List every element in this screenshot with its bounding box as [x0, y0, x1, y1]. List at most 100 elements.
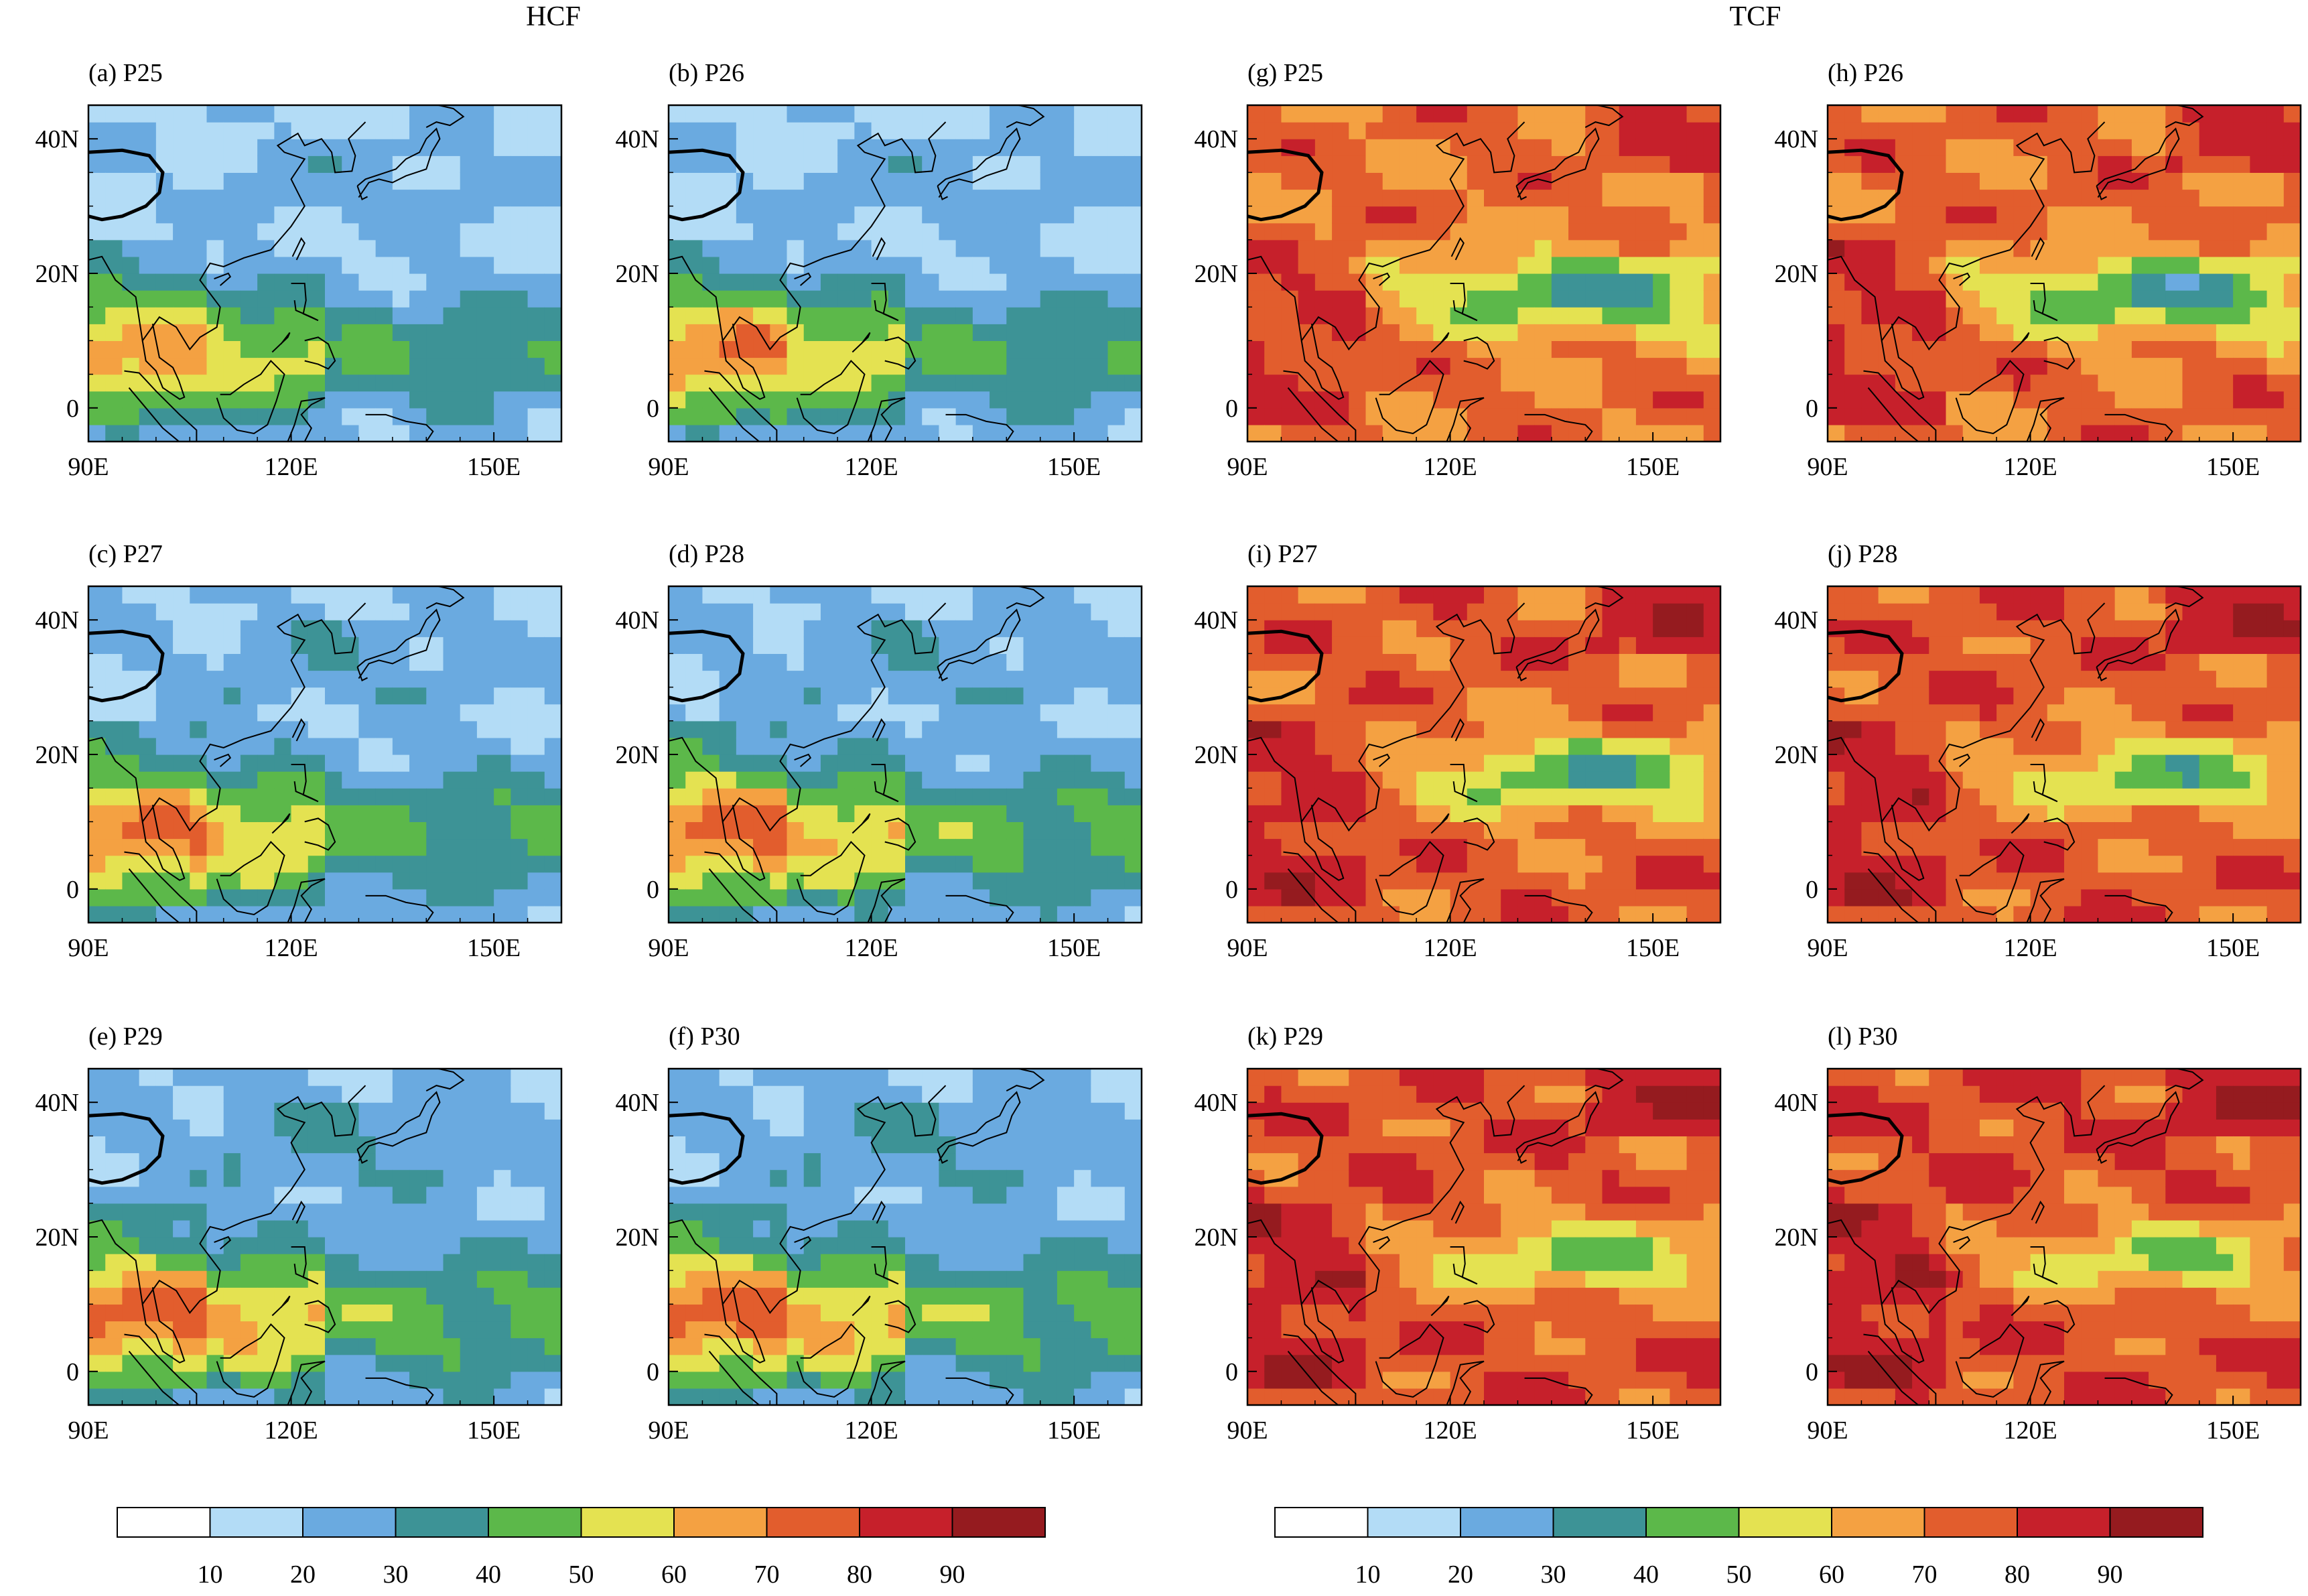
field-cell [308, 1152, 326, 1171]
field-cell [685, 670, 703, 688]
field-cell [1124, 340, 1142, 358]
field-cell [1912, 105, 1929, 123]
field-cell [1107, 1136, 1126, 1154]
field-cell [460, 324, 478, 341]
field-cell [888, 256, 906, 274]
field-cell [1074, 1152, 1091, 1171]
field-cell [1568, 374, 1586, 392]
field-cell [854, 1254, 872, 1271]
field-cell [1074, 586, 1091, 604]
field-cell [494, 737, 511, 755]
field-cell [1314, 206, 1333, 224]
field-cell [1247, 771, 1265, 789]
field-cell [476, 1287, 494, 1305]
field-cell [990, 1219, 1007, 1238]
field-cell [1686, 307, 1704, 324]
field-cell [1298, 307, 1316, 324]
field-cell [443, 670, 461, 688]
field-cell [105, 172, 123, 190]
field-cell [1635, 206, 1653, 224]
field-cell [1568, 256, 1586, 274]
field-cell [392, 1321, 410, 1339]
coastline [871, 1246, 899, 1285]
field-cell [1619, 239, 1637, 257]
field-cell [2182, 172, 2200, 190]
field-cell [190, 290, 208, 308]
field-cell [426, 1254, 444, 1271]
x-tick-label: 90E [1807, 453, 1848, 481]
field-cell [939, 357, 957, 375]
field-cell [223, 603, 241, 620]
field-cell [1467, 189, 1485, 207]
field-cell [669, 855, 686, 873]
field-cell [122, 172, 140, 190]
field-cell [854, 1085, 872, 1103]
field-cell [426, 805, 444, 822]
field-cell [325, 805, 342, 822]
field-cell [1091, 122, 1109, 139]
x-tick-label: 90E [68, 453, 109, 481]
field-cell [1057, 653, 1075, 671]
field-cell [787, 1136, 805, 1154]
field-cell [905, 273, 923, 291]
field-cell [544, 1237, 561, 1254]
field-cell [972, 872, 990, 890]
field-cell [325, 653, 342, 671]
field-cell [1040, 189, 1058, 207]
field-cell [527, 324, 545, 341]
field-cell [1074, 821, 1091, 840]
field-cell [240, 1136, 258, 1154]
field-cell [409, 206, 427, 224]
field-cell [1107, 1186, 1126, 1204]
field-cell [1264, 374, 1282, 392]
field-cell [190, 838, 208, 856]
field-cell [1057, 905, 1075, 923]
field-cell [1929, 357, 1947, 375]
coastline [124, 1333, 198, 1405]
field-cell [905, 1069, 923, 1086]
field-cell [905, 754, 923, 772]
field-cell [1107, 256, 1126, 274]
field-cell [922, 821, 940, 840]
field-cell [2047, 172, 2065, 190]
field-cell [257, 1304, 275, 1322]
field-cell [1107, 653, 1126, 671]
field-cell [753, 391, 770, 409]
field-cell [1298, 637, 1316, 654]
field-cell [719, 1085, 737, 1103]
field-cell [1534, 256, 1552, 274]
field-cell [527, 888, 545, 907]
coastline [1881, 324, 1925, 400]
field-cell [820, 637, 838, 654]
field-cell [257, 1388, 275, 1405]
field-cell [527, 391, 545, 409]
field-cell [544, 155, 561, 173]
field-cell [139, 1270, 157, 1288]
field-cell [88, 155, 106, 173]
field-cell [905, 122, 923, 139]
field-cell [1365, 105, 1383, 123]
field-cell [955, 206, 973, 224]
field-cell [854, 273, 872, 291]
field-cell [719, 1254, 737, 1271]
field-cell [1057, 788, 1075, 805]
field-cell [1912, 206, 1929, 224]
field-cell [803, 139, 821, 156]
field-cell [2283, 155, 2301, 173]
field-cell [2182, 374, 2200, 392]
field-cell [1568, 324, 1586, 341]
field-cell [854, 821, 872, 840]
field-cell [753, 206, 770, 224]
field-cell [308, 155, 326, 173]
field-cell [2081, 206, 2099, 224]
field-cell [511, 1270, 529, 1288]
field-cell [1124, 586, 1142, 604]
field-cell [409, 1321, 427, 1339]
coastline [722, 805, 766, 881]
field-cell [1006, 653, 1024, 671]
field-cell [88, 1085, 106, 1103]
field-cell [240, 586, 258, 604]
field-cell [955, 1388, 973, 1405]
field-cell [88, 1304, 106, 1322]
field-cell [1670, 239, 1688, 257]
